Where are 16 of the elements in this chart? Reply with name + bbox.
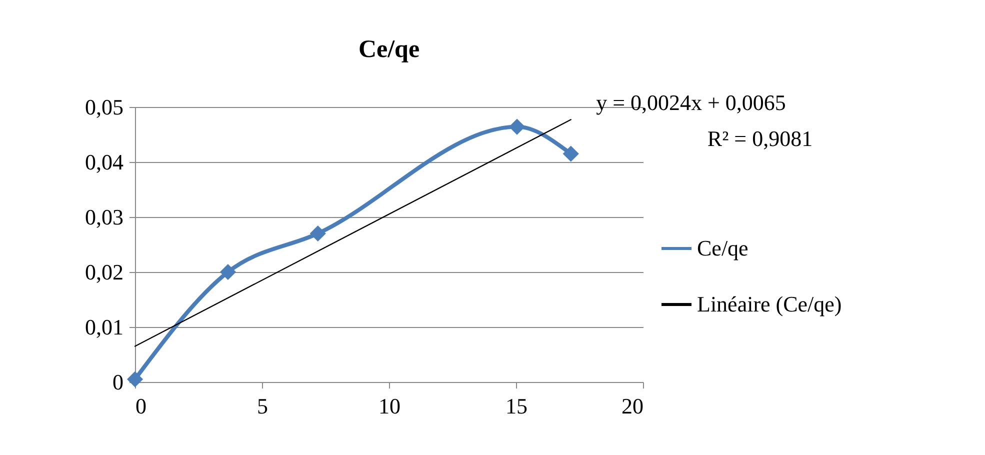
y-tick-label: 0,01 bbox=[85, 314, 124, 340]
x-tick-label: 5 bbox=[257, 394, 268, 418]
x-tick-label: 10 bbox=[378, 394, 400, 418]
y-tick-label: 0,02 bbox=[85, 260, 124, 284]
x-tick-label: 20 bbox=[622, 394, 644, 418]
y-tick-label: 0,03 bbox=[85, 204, 124, 230]
y-tick-label: 0 bbox=[112, 370, 124, 394]
x-tick-label: 15 bbox=[506, 394, 528, 418]
y-tick-label: 0,04 bbox=[85, 150, 124, 174]
text: R² = 0,9081 bbox=[707, 126, 813, 151]
chart-title: Ce/qe bbox=[358, 36, 420, 63]
annotation: y = 0,0024x + 0,0065 bbox=[596, 90, 786, 115]
x-tick-label: 0 bbox=[136, 394, 146, 418]
y-tick-label: 0,05 bbox=[85, 94, 124, 120]
legend-label: Ce/qe bbox=[697, 236, 748, 260]
legend-label: Linéaire (Ce/qe) bbox=[697, 292, 842, 316]
